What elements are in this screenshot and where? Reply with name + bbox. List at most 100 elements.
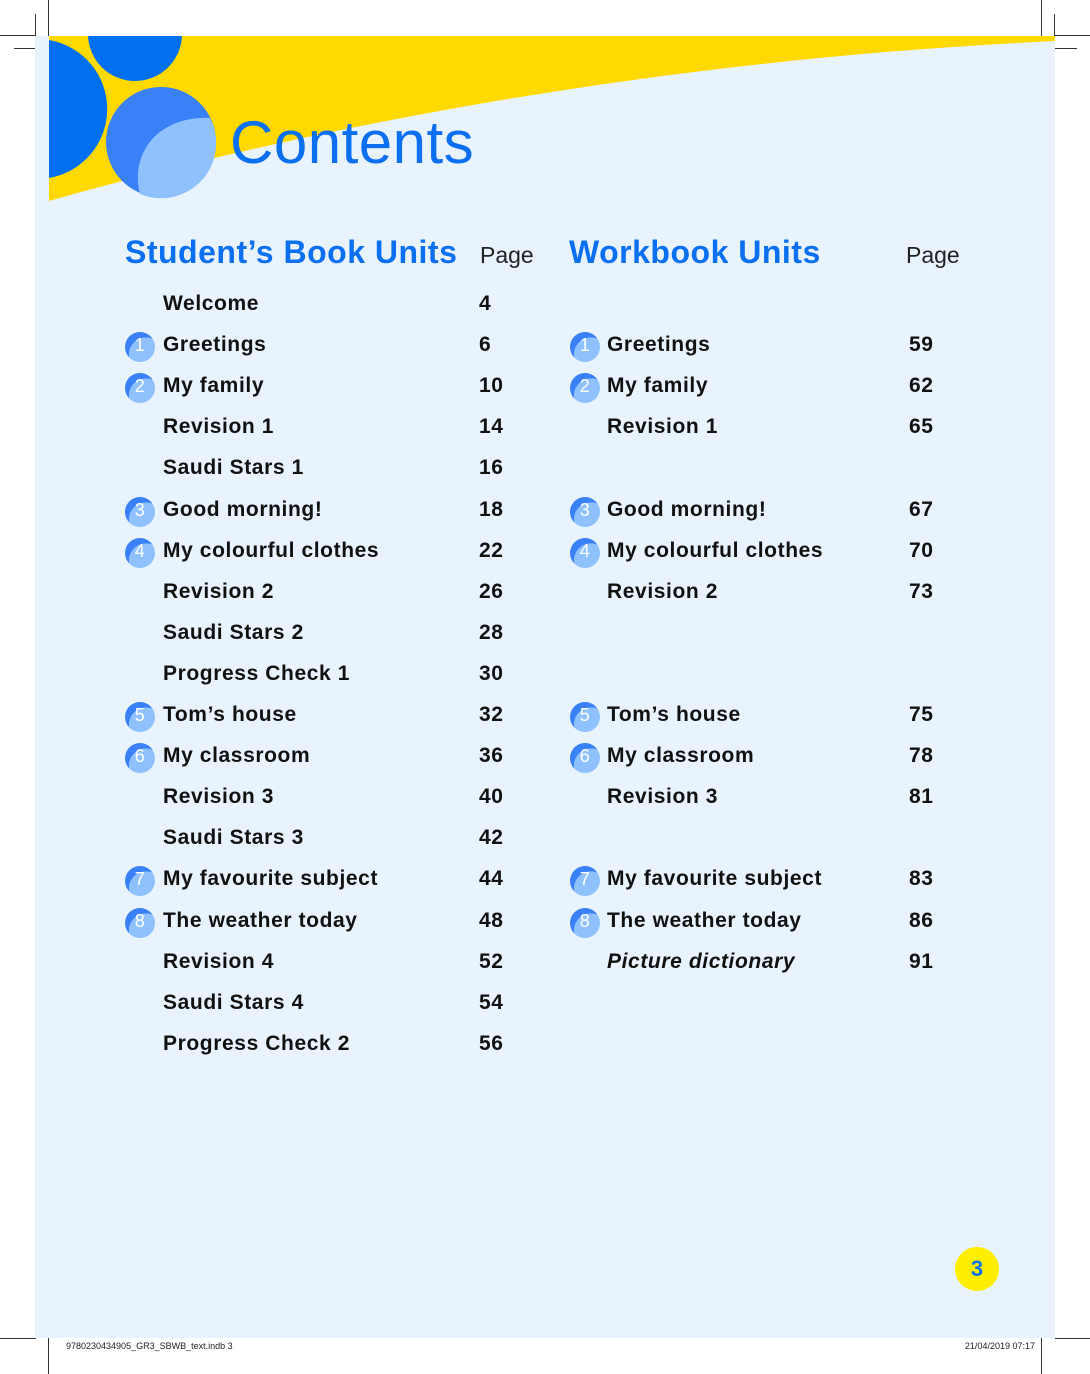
entry-page: 52	[479, 949, 504, 973]
toc-entry: 4 My colourful clothes 22	[0, 537, 1090, 569]
toc-entry: Revision 3 40	[0, 785, 1090, 815]
entry-title: Revision 2	[607, 579, 719, 603]
blue-circle	[88, 36, 182, 81]
entry-page: 62	[909, 374, 934, 398]
entry-page: 67	[909, 497, 934, 521]
slug-datetime: 21/04/2019 07:17	[964, 1341, 1035, 1351]
crop-mark	[14, 48, 36, 49]
unit-number-badge: 2	[125, 373, 155, 404]
entry-page: 4	[479, 292, 492, 315]
toc-entry: Saudi Stars 3 42	[0, 826, 1090, 856]
entry-title: Revision 1	[607, 415, 719, 439]
toc-entry: Picture dictionary 91	[0, 950, 1090, 980]
toc-entry: 3 Good morning! 18	[0, 496, 1090, 528]
entry-title: Good morning!	[163, 497, 323, 521]
unit-number-badge: 6	[125, 743, 155, 774]
toc-entry: Revision 1 14	[0, 415, 1090, 445]
page-title: Contents	[230, 109, 475, 176]
toc-entry: Revision 2 73	[0, 580, 1090, 610]
unit-number-badge: 8	[570, 907, 600, 938]
entry-title: Revision 3	[607, 785, 719, 809]
toc-entry: Saudi Stars 4 54	[0, 991, 1090, 1021]
crop-mark	[1041, 1338, 1042, 1374]
entry-title: Picture dictionary	[607, 949, 796, 973]
crop-mark	[1041, 0, 1042, 36]
students-book-page-label: Page	[480, 242, 534, 268]
entry-title: Good morning!	[607, 497, 767, 521]
yellow-swoosh	[49, 36, 1055, 201]
entry-page: 22	[479, 538, 504, 562]
toc-entry: Revision 2 26	[0, 580, 1090, 610]
entry-page: 36	[479, 744, 504, 768]
entry-page: 28	[479, 620, 504, 644]
entry-page: 42	[479, 826, 504, 850]
unit-number-badge: 5	[570, 702, 600, 732]
header-decoration	[49, 36, 1055, 201]
toc-entry: 1 Greetings 59	[0, 332, 1090, 363]
entry-title: Progress Check 2	[163, 1031, 351, 1055]
entry-title: Welcome	[163, 292, 260, 315]
toc-entry: 5 Tom’s house 75	[0, 702, 1090, 733]
entry-page: 16	[479, 456, 504, 480]
unit-number-badge: 5	[125, 702, 155, 732]
workbook-heading: Workbook Units	[569, 234, 821, 270]
entry-title: My classroom	[163, 744, 311, 768]
toc-entry: 5 Tom’s house 32	[0, 702, 1090, 733]
toc-entry: 1 Greetings 6	[0, 332, 1090, 363]
toc-entry: Welcome 4	[0, 292, 1090, 322]
entry-title: Progress Check 1	[163, 661, 351, 685]
unit-number-badge: 2	[570, 373, 600, 404]
unit-number-badge: 4	[125, 537, 155, 568]
entry-page: 48	[479, 908, 504, 932]
entry-page: 44	[479, 867, 504, 891]
entry-page: 65	[909, 415, 934, 439]
crop-mark	[35, 14, 36, 36]
crop-mark	[0, 35, 36, 36]
crop-mark	[48, 0, 49, 36]
entry-page: 86	[909, 908, 934, 932]
light-blue-crescent	[137, 117, 217, 199]
toc-entry: 7 My favourite subject 44	[0, 866, 1090, 897]
page-number: 3	[955, 1247, 999, 1291]
entry-page: 10	[479, 374, 504, 398]
entry-page: 6	[479, 333, 492, 357]
entry-title: My colourful clothes	[163, 538, 380, 562]
entry-page: 26	[479, 579, 504, 603]
students-book-heading: Student’s Book Units	[125, 234, 458, 270]
entry-title: My favourite subject	[163, 867, 379, 891]
entry-page: 56	[479, 1031, 504, 1055]
toc-entry: 3 Good morning! 67	[0, 496, 1090, 528]
crop-mark	[1054, 14, 1055, 36]
crop-mark	[1055, 48, 1077, 49]
entry-title: Revision 2	[163, 579, 275, 603]
contents-page	[35, 36, 1055, 1338]
entry-title: Saudi Stars 3	[163, 826, 304, 850]
toc-entry: 6 My classroom 36	[0, 743, 1090, 774]
toc-entry: 4 My colourful clothes 70	[0, 537, 1090, 569]
crop-mark	[48, 1338, 49, 1374]
entry-page: 70	[909, 538, 934, 562]
blue-half-circle	[49, 40, 108, 178]
toc-entry: 2 My family 10	[0, 373, 1090, 404]
entry-page: 59	[909, 333, 934, 357]
entry-page: 73	[909, 579, 934, 603]
crop-mark	[1055, 1338, 1090, 1339]
toc-entry: Progress Check 1 30	[0, 662, 1090, 692]
entry-page: 75	[909, 703, 934, 726]
toc-entry: 8 The weather today 86	[0, 907, 1090, 939]
toc-entry: Saudi Stars 1 16	[0, 456, 1090, 486]
crop-mark	[0, 1338, 36, 1339]
toc-entry: 6 My classroom 78	[0, 743, 1090, 774]
unit-number-badge: 1	[125, 332, 155, 363]
entry-title: My colourful clothes	[607, 538, 824, 562]
slug-file: 9780230434905_GR3_SBWB_text.indb 3	[66, 1341, 233, 1351]
entry-title: Revision 1	[163, 415, 275, 439]
entry-title: Greetings	[607, 333, 711, 357]
toc-entry: Progress Check 2 56	[0, 1032, 1090, 1062]
entry-title: My favourite subject	[607, 867, 823, 891]
entry-page: 40	[479, 785, 504, 809]
entry-page: 81	[909, 785, 934, 809]
unit-number-badge: 3	[570, 496, 600, 527]
entry-title: Tom’s house	[163, 703, 297, 726]
toc-entry: Revision 4 52	[0, 950, 1090, 980]
